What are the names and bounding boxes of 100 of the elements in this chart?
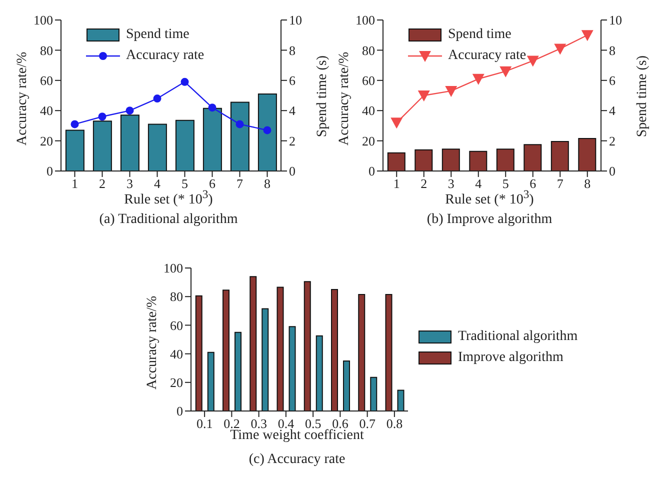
bar bbox=[414, 149, 433, 171]
x-tick-label: 8 bbox=[264, 176, 270, 192]
legend-label: Accuracy rate bbox=[448, 48, 526, 64]
legend-label: Spend time bbox=[448, 26, 512, 42]
y2-tick-label: 8 bbox=[289, 42, 296, 58]
bar bbox=[469, 150, 488, 171]
bar bbox=[370, 376, 378, 411]
bar bbox=[202, 108, 222, 171]
bar bbox=[222, 290, 230, 411]
bar bbox=[230, 102, 250, 171]
bar bbox=[276, 286, 284, 411]
bar bbox=[262, 308, 269, 411]
y2-tick-label: 6 bbox=[289, 73, 296, 88]
bar bbox=[524, 144, 542, 171]
y2-axis-title: Spend time (s) bbox=[634, 55, 650, 138]
bar bbox=[258, 93, 277, 171]
legend-label: Spend time bbox=[126, 26, 190, 42]
y2-tick-label: 10 bbox=[289, 12, 302, 28]
point bbox=[126, 106, 134, 115]
bar bbox=[175, 120, 194, 171]
text: (a) Traditional algorithm bbox=[98, 212, 239, 228]
bar bbox=[550, 141, 569, 171]
bar bbox=[578, 138, 596, 171]
bar bbox=[195, 295, 202, 411]
y-tick-label: 60 bbox=[170, 318, 183, 333]
y-axis-title: Accuracy rate/% bbox=[336, 52, 352, 146]
point bbox=[70, 120, 79, 128]
y-tick-label: 60 bbox=[362, 73, 375, 88]
x-tick-label: 1 bbox=[72, 176, 78, 192]
y2-tick-label: 2 bbox=[289, 133, 296, 148]
point bbox=[180, 78, 189, 86]
text: (c) Accuracy rate bbox=[248, 452, 346, 468]
legend-label: Improve algorithm bbox=[458, 350, 564, 366]
bar bbox=[385, 294, 392, 411]
bar bbox=[304, 281, 311, 411]
y2-tick-label: 2 bbox=[609, 133, 616, 148]
point bbox=[98, 112, 106, 121]
bar bbox=[207, 352, 214, 411]
bar bbox=[65, 130, 84, 171]
y-tick-label: 0 bbox=[368, 164, 375, 179]
bar bbox=[148, 124, 167, 171]
y-tick-label: 60 bbox=[40, 73, 53, 88]
x-tick-label: 8 bbox=[584, 176, 591, 192]
bar bbox=[331, 288, 338, 411]
point bbox=[208, 104, 216, 112]
bar bbox=[387, 152, 406, 171]
y-axis-title: Accuracy rate/% bbox=[14, 52, 30, 146]
bar bbox=[234, 332, 242, 411]
x-tick-label: 2 bbox=[99, 176, 106, 192]
bar bbox=[397, 390, 404, 411]
legend-label: Accuracy rate bbox=[126, 48, 204, 64]
y-tick-label: 20 bbox=[40, 133, 53, 148]
y2-tick-label: 4 bbox=[609, 103, 616, 118]
x-tick-label: 7 bbox=[236, 176, 244, 192]
x-tick-label: 2 bbox=[420, 176, 428, 192]
y-tick-label: 20 bbox=[170, 375, 183, 390]
y2-tick-label: 8 bbox=[609, 42, 616, 58]
y-tick-label: 80 bbox=[362, 42, 375, 58]
point bbox=[526, 56, 539, 67]
bar bbox=[496, 148, 514, 171]
x-tick-label: 0.1 bbox=[196, 416, 213, 432]
y2-tick-label: 0 bbox=[609, 164, 616, 179]
point bbox=[153, 94, 162, 103]
bar bbox=[250, 276, 257, 411]
y-tick-label: 100 bbox=[164, 260, 183, 276]
y-tick-label: 0 bbox=[46, 164, 53, 179]
bar bbox=[442, 148, 460, 171]
bar bbox=[120, 114, 140, 171]
y-tick-label: 100 bbox=[34, 12, 53, 28]
bar bbox=[358, 294, 366, 411]
bar bbox=[343, 360, 350, 411]
y-tick-label: 100 bbox=[356, 12, 375, 28]
y2-tick-label: 10 bbox=[609, 12, 622, 28]
point bbox=[500, 66, 512, 78]
point bbox=[236, 120, 244, 128]
point bbox=[554, 44, 566, 55]
point bbox=[263, 126, 272, 134]
legend-label: Traditional algorithm bbox=[458, 328, 578, 344]
y-tick-label: 40 bbox=[40, 103, 53, 118]
x-tick-label: 1 bbox=[393, 176, 400, 192]
point bbox=[581, 30, 594, 42]
point bbox=[445, 86, 458, 97]
y-tick-label: 80 bbox=[170, 289, 183, 304]
y-tick-label: 80 bbox=[40, 42, 53, 58]
y-tick-label: 20 bbox=[362, 133, 375, 148]
y-tick-label: 40 bbox=[170, 346, 183, 362]
y-axis-title: Accuracy rate/% bbox=[144, 296, 160, 390]
y-tick-label: 40 bbox=[362, 103, 375, 118]
bar bbox=[92, 120, 112, 171]
y2-tick-label: 6 bbox=[609, 73, 616, 88]
point bbox=[390, 118, 403, 129]
y2-tick-label: 0 bbox=[289, 164, 296, 179]
x-tick-label: 0.8 bbox=[386, 416, 403, 432]
text: (b) Improve algorithm bbox=[426, 212, 554, 228]
y2-axis-title: Spend time (s) bbox=[314, 55, 330, 138]
y-tick-label: 0 bbox=[176, 404, 183, 419]
point bbox=[472, 74, 484, 85]
point bbox=[418, 90, 430, 102]
bar bbox=[316, 335, 323, 411]
x-tick-label: 7 bbox=[556, 176, 564, 192]
